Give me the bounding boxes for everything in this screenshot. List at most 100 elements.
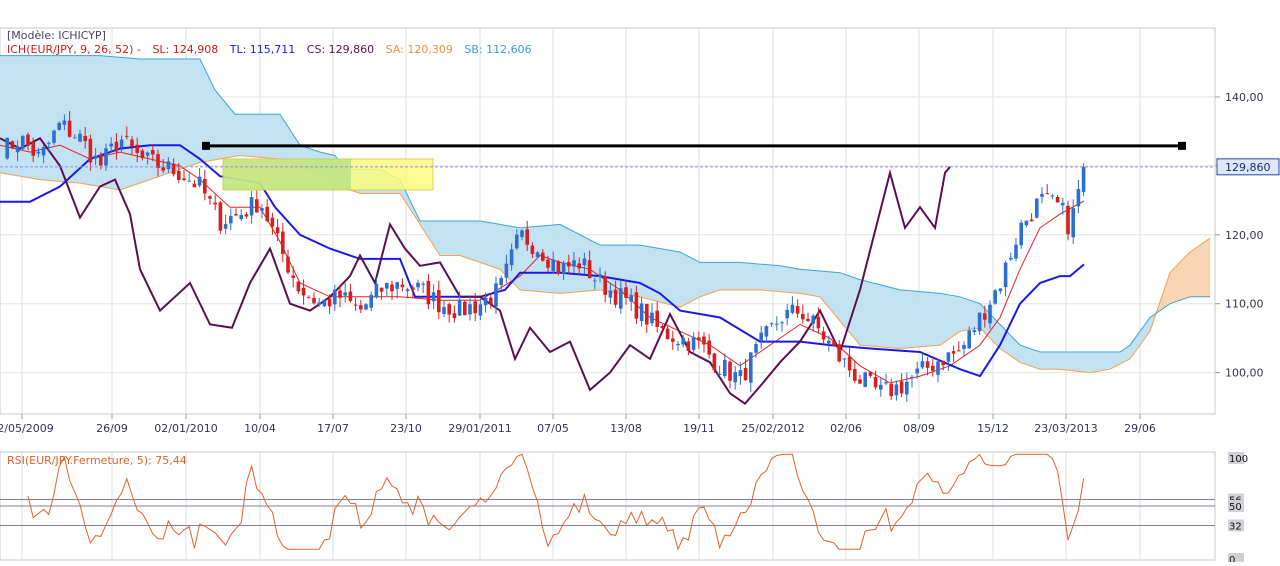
candle-body [1061, 202, 1065, 206]
candle-body [229, 215, 233, 224]
candle-body [348, 291, 353, 302]
candle-body [364, 304, 368, 310]
candle-body [47, 142, 51, 144]
candle-body [764, 326, 769, 337]
candle-body [723, 359, 727, 377]
candle-body [223, 224, 228, 229]
candle-body [130, 139, 134, 147]
candle-body [489, 297, 493, 305]
candle-body [821, 331, 826, 340]
candle-body [213, 202, 217, 205]
candle-body [140, 150, 145, 159]
candle-body [837, 344, 841, 362]
senkou-b-line [0, 55, 1210, 353]
candle-body [587, 260, 592, 279]
candle-body [608, 290, 613, 298]
last-price-label: 129,860 [1225, 161, 1271, 174]
candle-body [541, 252, 545, 261]
candle-body [691, 336, 696, 350]
candle-body [104, 148, 108, 166]
candle-body [650, 312, 654, 324]
candle-body [957, 350, 961, 352]
candle-body [894, 384, 899, 396]
candle-body [457, 299, 462, 316]
candle-body [728, 361, 732, 381]
candle-body [733, 372, 737, 383]
candle-body [660, 325, 665, 329]
candle-body [561, 262, 566, 275]
candle-body [639, 303, 644, 322]
candle-body [780, 322, 784, 324]
candle-body [983, 313, 987, 320]
candle-body [249, 197, 254, 216]
y-tick-label: 140,00 [1225, 91, 1264, 104]
candle-body [905, 381, 909, 395]
candle-body [182, 178, 186, 180]
candle-body [572, 260, 576, 267]
candle-body [951, 350, 956, 354]
line-handle-left[interactable] [202, 141, 210, 150]
candle-body [151, 150, 155, 155]
candle-body [57, 122, 61, 130]
candle-body [73, 137, 77, 139]
candle-body [374, 283, 379, 298]
candle-body [203, 178, 207, 194]
candle-body [1029, 219, 1034, 222]
candle-body [530, 245, 535, 255]
candle-body [624, 287, 628, 298]
candle-body [1003, 262, 1008, 288]
candle-body [676, 343, 680, 346]
candle-body [385, 282, 389, 289]
candle-body [478, 304, 483, 316]
rsi-tick-box [1228, 519, 1244, 532]
candle-body [613, 289, 618, 305]
candle-body [707, 340, 711, 355]
candle-body [390, 284, 394, 292]
candle-body [109, 143, 113, 147]
cloud-segment [1207, 237, 1211, 298]
candle-body [655, 310, 659, 327]
candle-body [645, 303, 649, 325]
candle-body [785, 309, 789, 319]
candle-body [119, 139, 124, 148]
candle-body [775, 323, 779, 325]
candle-body [619, 288, 623, 309]
candle-body [941, 360, 945, 366]
candle-body [307, 297, 311, 299]
candle-body [338, 290, 342, 298]
candle-body [811, 315, 815, 324]
candle-body [681, 337, 685, 345]
rsi-tick-label: 100 [1229, 454, 1248, 465]
kijun-line [0, 144, 1085, 378]
candle-body [88, 138, 93, 163]
overlay-layer [0, 141, 1215, 191]
rsi-tick-box [1228, 452, 1244, 464]
candle-body [946, 352, 951, 362]
sb-legend: SB: 112,606 [464, 43, 531, 56]
candle-body [879, 384, 883, 390]
candle-body [483, 297, 488, 306]
candle-body [972, 330, 977, 333]
candle-body [177, 170, 181, 180]
candle-body [322, 299, 327, 307]
candle-body [67, 120, 72, 137]
candle-body [156, 154, 160, 168]
candle-body [421, 283, 425, 285]
candle-body [36, 151, 41, 154]
green-zone [223, 158, 351, 190]
model-label: [Modèle: ICHICYP] [7, 29, 106, 42]
last-price-marker [1216, 158, 1280, 176]
x-tick-label: 26/09 [96, 422, 128, 435]
candle-body [327, 298, 332, 307]
candle-body [551, 259, 555, 272]
candle-body [1040, 193, 1044, 197]
candle-body [795, 306, 800, 314]
candle-body [993, 290, 997, 304]
candle-body [671, 338, 675, 342]
candle-body [665, 328, 670, 340]
candle-body [353, 304, 358, 306]
candle-body [301, 287, 306, 296]
line-handle-right[interactable] [1178, 141, 1186, 150]
candle-body [1009, 257, 1013, 260]
candle-body [218, 202, 223, 231]
